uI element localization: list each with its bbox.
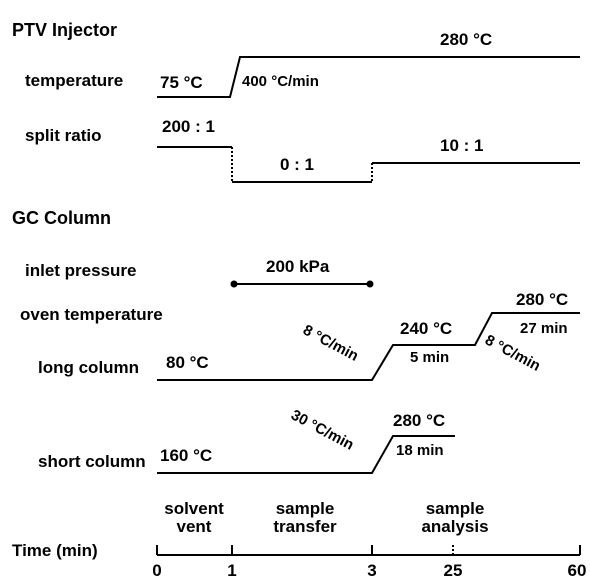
endpoint: [366, 280, 374, 288]
value-label: 240 °C: [400, 319, 452, 338]
endpoint: [230, 280, 238, 288]
section-title: GC Column: [12, 208, 111, 228]
value-label: 80 °C: [166, 353, 209, 372]
value-label: 75 °C: [160, 73, 203, 92]
section-title: PTV Injector: [12, 20, 117, 40]
row-label: oven temperature: [20, 305, 163, 324]
tick-label: 3: [367, 561, 376, 580]
phase-label: transfer: [273, 517, 337, 536]
value-label: 200 kPa: [266, 257, 330, 276]
profile-line: [157, 435, 455, 474]
row-label: inlet pressure: [25, 261, 137, 280]
tick-label: 1: [227, 561, 236, 580]
rate-label: 8 °C/min: [300, 322, 361, 365]
row-label: temperature: [25, 71, 123, 90]
row-label: long column: [38, 358, 139, 377]
value-label: 280 °C: [393, 411, 445, 430]
value-label: 160 °C: [160, 446, 212, 465]
hold-label: 18 min: [396, 442, 444, 459]
axis-title: Time (min): [12, 541, 98, 560]
rate-label: 30 °C/min: [288, 407, 356, 454]
tick-label: 60: [568, 561, 587, 580]
row-label: split ratio: [25, 126, 102, 145]
phase-label: solvent: [164, 499, 224, 518]
phase-label: sample: [426, 499, 485, 518]
value-label: 0 : 1: [280, 155, 314, 174]
value-label: 280 °C: [516, 290, 568, 309]
phase-label: analysis: [421, 517, 488, 536]
phase-label: vent: [177, 517, 212, 536]
profile-line: [157, 312, 580, 381]
value-label: 10 : 1: [440, 136, 483, 155]
rate-label: 8 °C/min: [482, 332, 543, 375]
phase-label: sample: [276, 499, 335, 518]
row-label: short column: [38, 452, 146, 471]
profile-line: [157, 56, 580, 98]
rate-label: 400 °C/min: [242, 73, 319, 90]
hold-label: 5 min: [410, 349, 449, 366]
value-label: 280 °C: [440, 30, 492, 49]
value-label: 200 : 1: [162, 117, 215, 136]
tick-label: 25: [444, 561, 463, 580]
tick-label: 0: [152, 561, 161, 580]
hold-label: 27 min: [520, 320, 568, 337]
